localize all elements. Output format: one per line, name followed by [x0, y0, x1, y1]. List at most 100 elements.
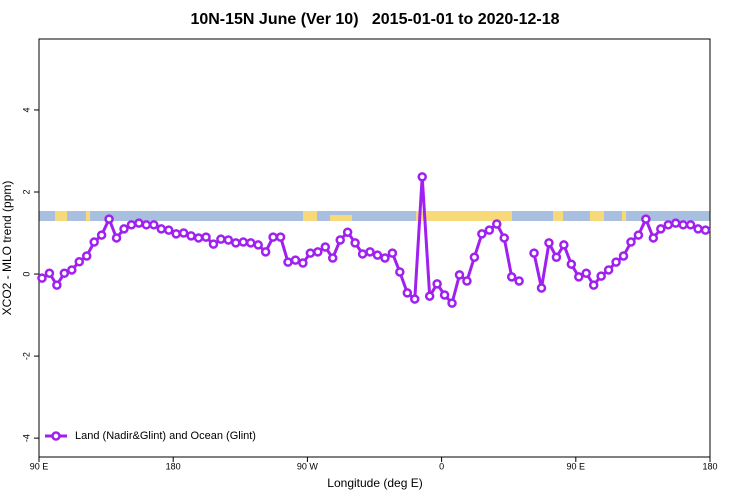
band-land [553, 211, 563, 221]
x-tick-label: 90 E [30, 461, 49, 471]
legend-marker [51, 431, 61, 441]
data-point [633, 230, 644, 240]
x-tick-label: 0 [439, 461, 444, 471]
data-point [327, 253, 338, 263]
y-tick-label: 4 [21, 107, 31, 112]
data-point [544, 238, 554, 248]
data-point [81, 251, 92, 261]
data-point [566, 259, 577, 269]
data-point [648, 233, 659, 243]
band-land [330, 215, 352, 221]
data-point [290, 255, 301, 265]
data-point [163, 225, 174, 235]
x-tick-label: 90 E [567, 461, 586, 471]
data-point [678, 220, 688, 230]
data-point [365, 247, 375, 257]
data-point [342, 227, 353, 237]
data-point [208, 239, 219, 249]
x-tick-label: 180 [166, 461, 181, 471]
data-point [477, 229, 487, 239]
data-point [59, 268, 70, 278]
x-tick-label: 180 [702, 461, 717, 471]
data-point [551, 252, 562, 262]
y-tick-label: 0 [21, 272, 31, 277]
data-point [298, 258, 308, 268]
band-land [416, 211, 512, 221]
band-land [303, 211, 317, 221]
data-point [96, 230, 107, 240]
data-point [305, 248, 316, 258]
data-point [626, 237, 636, 247]
plot-frame [38, 38, 711, 458]
data-point [186, 231, 196, 241]
data-point [372, 250, 383, 260]
data-point [111, 233, 122, 243]
y-tick-label: 2 [21, 189, 31, 194]
data-point [559, 240, 569, 250]
data-point [574, 272, 584, 282]
data-point [44, 268, 55, 278]
data-point [178, 228, 189, 238]
data-point [89, 237, 99, 247]
data-point [216, 234, 226, 244]
data-point [693, 224, 703, 234]
data-point [454, 270, 465, 280]
data-point [603, 265, 614, 275]
data-point [611, 257, 621, 267]
y-axis-label: XCO2 - MLO trend (ppm) [0, 181, 14, 316]
x-tick-label: 90 W [297, 461, 319, 471]
data-point [37, 273, 47, 283]
data-point [656, 224, 666, 234]
data-point [253, 240, 263, 250]
data-point [588, 280, 599, 290]
data-point [268, 232, 278, 242]
data-point [447, 298, 457, 308]
data-point [641, 214, 651, 224]
data-point [335, 235, 345, 245]
data-point [201, 232, 211, 242]
data-point [350, 238, 360, 248]
data-point [245, 238, 256, 248]
data-point [52, 280, 62, 290]
data-point [119, 224, 129, 234]
band-land [55, 211, 67, 221]
data-point [685, 220, 696, 230]
data-point [357, 249, 368, 259]
data-point [283, 257, 293, 267]
series-line [41, 175, 706, 305]
data-point [700, 225, 711, 235]
x-axis-label: Longitude (deg E) [327, 476, 422, 490]
data-point [67, 265, 77, 275]
data-point [395, 267, 405, 277]
data-point [492, 219, 502, 229]
y-tick-label: -4 [21, 434, 31, 442]
data-point [402, 288, 413, 298]
data-point [596, 271, 606, 281]
data-point [134, 218, 144, 228]
data-point [417, 172, 427, 182]
data-point [469, 252, 480, 262]
data-point [313, 247, 323, 257]
y-tick-label: -2 [21, 352, 31, 360]
data-point [238, 237, 249, 247]
data-point [171, 229, 181, 239]
data-point [499, 233, 509, 243]
data-point [74, 256, 85, 267]
data-point [410, 294, 420, 304]
data-point [126, 220, 137, 230]
data-point [380, 253, 390, 263]
data-point [275, 232, 286, 242]
data-point [231, 238, 241, 248]
legend-label: Land (Nadir&Glint) and Ocean (Glint) [75, 430, 256, 442]
data-point [432, 279, 442, 289]
band-land [622, 211, 626, 221]
data-point [149, 220, 159, 230]
data-point [670, 218, 681, 228]
chart-title: 10N-15N June (Ver 10) 2015-01-01 to 2020… [190, 11, 559, 28]
data-point [529, 248, 539, 258]
data-point [260, 247, 271, 257]
data-point [424, 291, 435, 301]
data-point [193, 233, 204, 243]
